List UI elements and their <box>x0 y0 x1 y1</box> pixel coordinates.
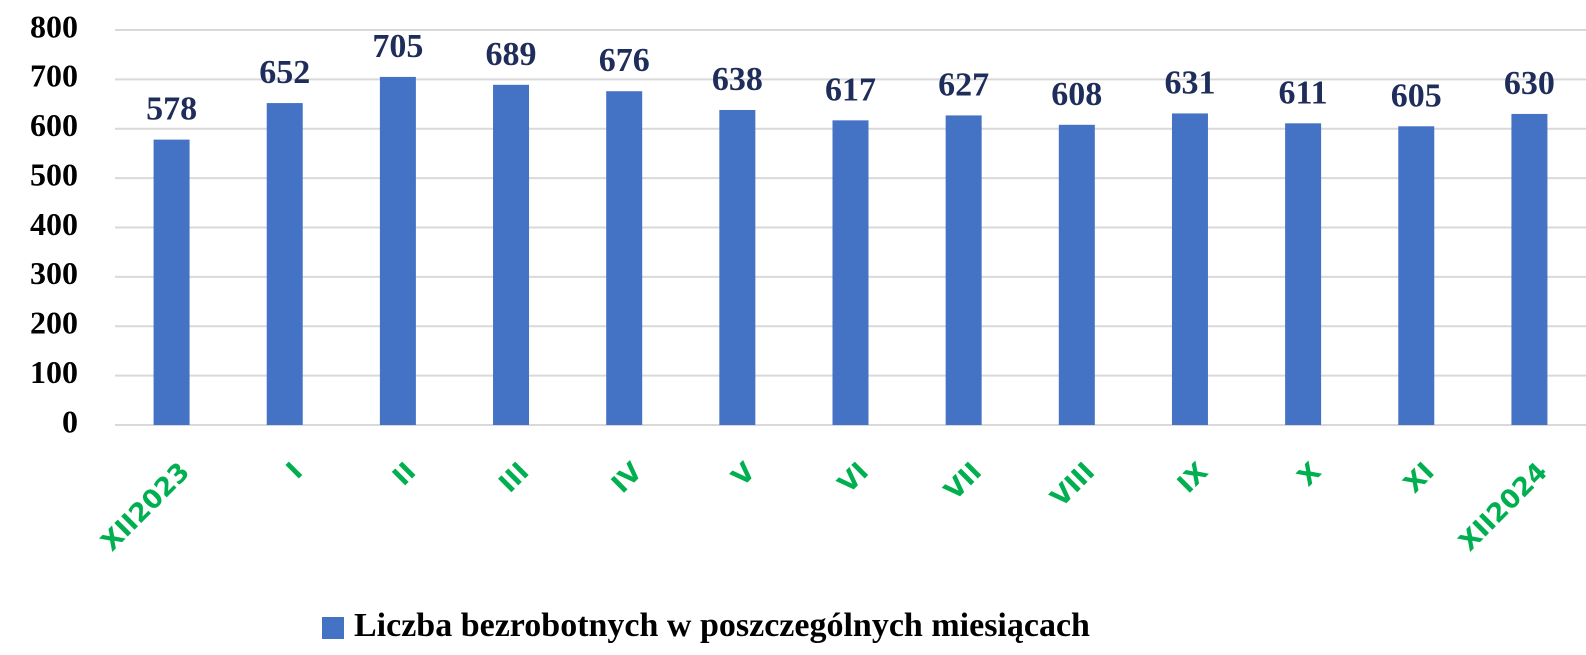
y-tick-label: 400 <box>30 206 78 242</box>
x-tick-label: V <box>726 457 761 492</box>
legend-label: Liczba bezrobotnych w poszczególnych mie… <box>354 607 1090 644</box>
data-label: 631 <box>1164 64 1215 101</box>
x-tick-label: II <box>387 457 422 492</box>
bar <box>1171 113 1208 425</box>
bar <box>1285 123 1322 425</box>
bar <box>493 84 530 426</box>
data-label: 705 <box>372 28 423 65</box>
y-tick-label: 200 <box>30 305 78 341</box>
data-label: 638 <box>712 61 763 98</box>
y-tick-label: 100 <box>30 354 78 390</box>
bar <box>832 120 869 425</box>
y-tick-label: 300 <box>30 255 78 291</box>
bar <box>266 103 303 425</box>
bar <box>153 139 190 426</box>
y-tick-label: 0 <box>62 403 78 439</box>
data-label: 608 <box>1051 76 1102 113</box>
x-tick-label: IV <box>606 457 648 499</box>
data-label: 605 <box>1391 77 1442 114</box>
x-tick-label: X <box>1292 457 1327 492</box>
x-tick-label: VIII <box>1045 457 1101 513</box>
data-label: 689 <box>486 36 537 73</box>
y-tick-label: 800 <box>30 8 78 44</box>
bar <box>1398 126 1435 425</box>
data-label: 627 <box>938 66 989 103</box>
x-tick-label: XII2024 <box>1453 457 1553 557</box>
y-tick-label: 600 <box>30 107 78 143</box>
data-label: 611 <box>1279 74 1328 111</box>
x-tick-label: IX <box>1172 457 1214 499</box>
legend-swatch <box>322 617 344 639</box>
x-tick-label: VII <box>939 457 988 506</box>
data-label: 578 <box>146 91 197 128</box>
x-tick-label: VI <box>832 457 874 499</box>
bar <box>1058 124 1095 426</box>
bar <box>945 115 982 425</box>
data-label: 630 <box>1504 65 1555 102</box>
x-tick-label: XI <box>1398 457 1440 499</box>
x-tick-label: I <box>281 457 309 485</box>
data-label: 676 <box>599 42 650 79</box>
bar <box>1511 113 1548 425</box>
bar <box>719 109 756 426</box>
x-tick-label: XII2023 <box>96 457 196 557</box>
bar <box>379 76 416 425</box>
x-tick-label: III <box>494 457 536 499</box>
y-tick-label: 700 <box>30 58 78 94</box>
y-tick-label: 500 <box>30 156 78 192</box>
data-label: 617 <box>825 71 876 108</box>
data-label: 652 <box>259 54 310 91</box>
bar <box>606 91 643 425</box>
